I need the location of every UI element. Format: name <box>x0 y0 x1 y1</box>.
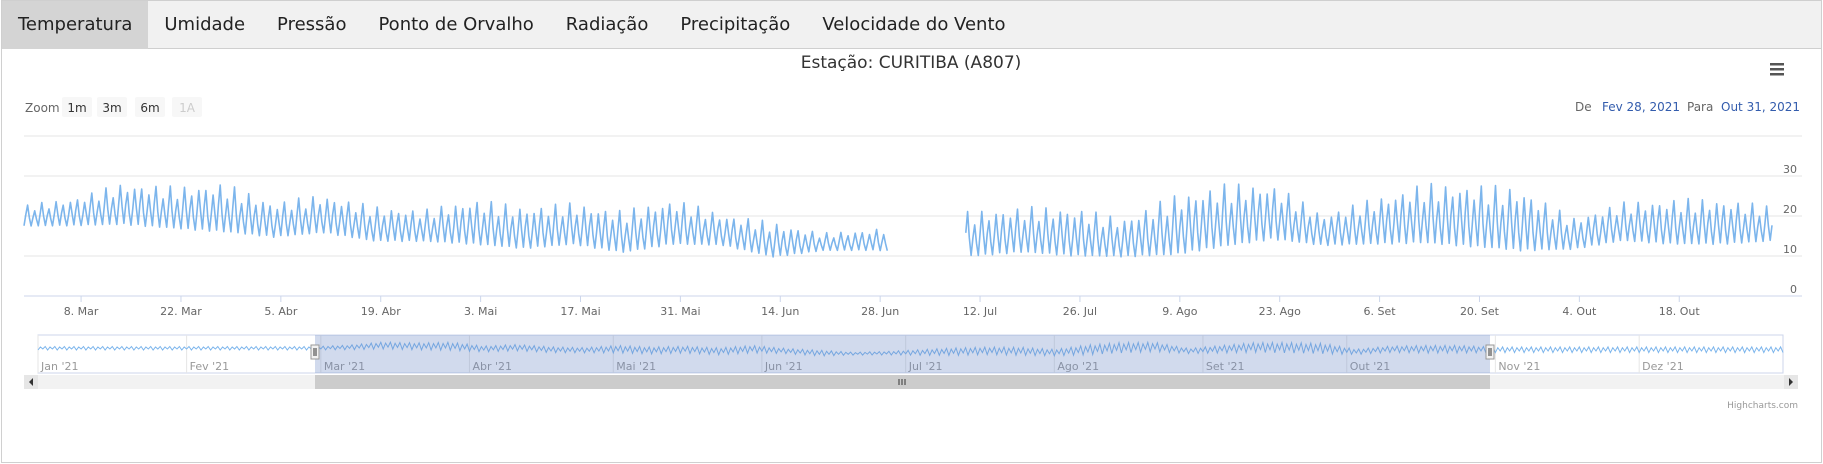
y-axis-labels: 0 10 20 30 <box>1783 163 1797 296</box>
navigator-right-handle[interactable] <box>1485 344 1495 360</box>
zoom-label: Zoom <box>25 101 60 115</box>
temperature-series <box>23 182 1773 258</box>
navigator: Jan '21 Fev '21 Mar '21 Abr '21 Mai '21 Jun '… <box>37 334 1784 374</box>
from-date-input[interactable]: Fev 28, 2021 <box>1602 100 1680 114</box>
x-tick-label: 17. Mai <box>560 305 600 318</box>
navigator-tick-label: Ago '21 <box>1057 360 1099 373</box>
zoom-button-1m[interactable]: 1m <box>62 97 92 117</box>
x-tick-label: 26. Jul <box>1063 305 1097 318</box>
zoom-button-label: 1A <box>179 101 196 115</box>
y-tick-label: 30 <box>1783 163 1797 176</box>
y-tick-label: 0 <box>1790 283 1797 296</box>
credits-link[interactable]: Highcharts.com <box>1727 401 1798 411</box>
navigator-tick-label: Fev '21 <box>190 360 230 373</box>
x-tick-label: 9. Ago <box>1162 305 1197 318</box>
navigator-selection[interactable] <box>315 335 1490 373</box>
x-tick-label: 22. Mar <box>160 305 202 318</box>
navigator-tick-label: Set '21 <box>1206 360 1245 373</box>
x-tick-label: 12. Jul <box>963 305 997 318</box>
navigator-tick-label: Abr '21 <box>472 360 512 373</box>
tab-umidade[interactable]: Umidade <box>164 14 246 35</box>
tab-precipitação[interactable]: Precipitação <box>680 14 791 35</box>
x-tick-label: 19. Abr <box>361 305 401 318</box>
range-buttons: 1m 3m 6m 1A <box>62 97 202 117</box>
x-tick-label: 6. Set <box>1364 305 1397 318</box>
plot-grid <box>24 135 1802 297</box>
navigator-tick-label: Jan '21 <box>40 360 78 373</box>
from-label: De <box>1575 100 1592 114</box>
chart-svg: Estação: CURITIBA (A807) Zoom 1m 3m 6m 1A D… <box>23 53 1802 411</box>
navigator-tick-label: Jun '21 <box>764 360 803 373</box>
navigator-left-handle[interactable] <box>310 344 320 360</box>
navigator-axis-labels: Jan '21 Fev '21 Mar '21 Abr '21 Mai '21 Jun '… <box>37 335 1684 373</box>
zoom-button-label: 3m <box>102 101 121 115</box>
navigator-tick-label: Out '21 <box>1350 360 1390 373</box>
x-tick-label: 3. Mai <box>464 305 497 318</box>
x-tick-label: 5. Abr <box>264 305 297 318</box>
x-tick-label: 31. Mai <box>660 305 700 318</box>
tab-velocidade-do-vento[interactable]: Velocidade do Vento <box>822 14 1006 35</box>
navigator-tick-label: Mai '21 <box>616 360 656 373</box>
navigator-tick-label: Dez '21 <box>1642 360 1684 373</box>
x-tick-label: 18. Out <box>1659 305 1701 318</box>
zoom-button-label: 1m <box>67 101 86 115</box>
temperature-line <box>23 182 1773 258</box>
x-tick-label: 20. Set <box>1460 305 1500 318</box>
x-tick-label: 8. Mar <box>64 305 99 318</box>
y-tick-label: 20 <box>1783 203 1797 216</box>
navigator-tick-label: Jul '21 <box>908 360 943 373</box>
x-tick-label: 14. Jun <box>761 305 799 318</box>
to-label: Para <box>1687 100 1713 114</box>
tab-temperatura[interactable]: Temperatura <box>2 1 149 49</box>
x-tick-label: 23. Ago <box>1259 305 1301 318</box>
chevron-right-icon <box>1789 378 1793 386</box>
chart-panel: Estação: CURITIBA (A807) Zoom 1m 3m 6m 1A D… <box>1 48 1822 463</box>
x-tick-label: 4. Out <box>1562 305 1597 318</box>
zoom-button-label: 6m <box>140 101 159 115</box>
chevron-left-icon <box>29 378 33 386</box>
tab-ponto-de-orvalho[interactable]: Ponto de Orvalho <box>378 14 534 35</box>
x-tick-label: 28. Jun <box>861 305 899 318</box>
zoom-button-6m[interactable]: 6m <box>135 97 165 117</box>
x-axis-labels: 8. Mar 22. Mar 5. Abr 19. Abr 3. Mai 17. Mai 3… <box>64 296 1701 318</box>
scrollbar[interactable] <box>24 375 1798 389</box>
zoom-button-1A: 1A <box>172 97 202 117</box>
y-tick-label: 10 <box>1783 243 1797 256</box>
to-date-input[interactable]: Out 31, 2021 <box>1721 100 1800 114</box>
navigator-tick-label: Mar '21 <box>324 360 365 373</box>
chart-title: Estação: CURITIBA (A807) <box>801 53 1022 73</box>
tab-radiação[interactable]: Radiação <box>565 14 649 35</box>
menu-icon[interactable] <box>1769 60 1787 80</box>
navigator-tick-label: Nov '21 <box>1498 360 1540 373</box>
tab-pressão[interactable]: Pressão <box>277 14 347 35</box>
station-tabs: Temperatura Umidade Pressão Ponto de Orvalh… <box>1 0 1822 49</box>
zoom-button-3m[interactable]: 3m <box>97 97 127 117</box>
